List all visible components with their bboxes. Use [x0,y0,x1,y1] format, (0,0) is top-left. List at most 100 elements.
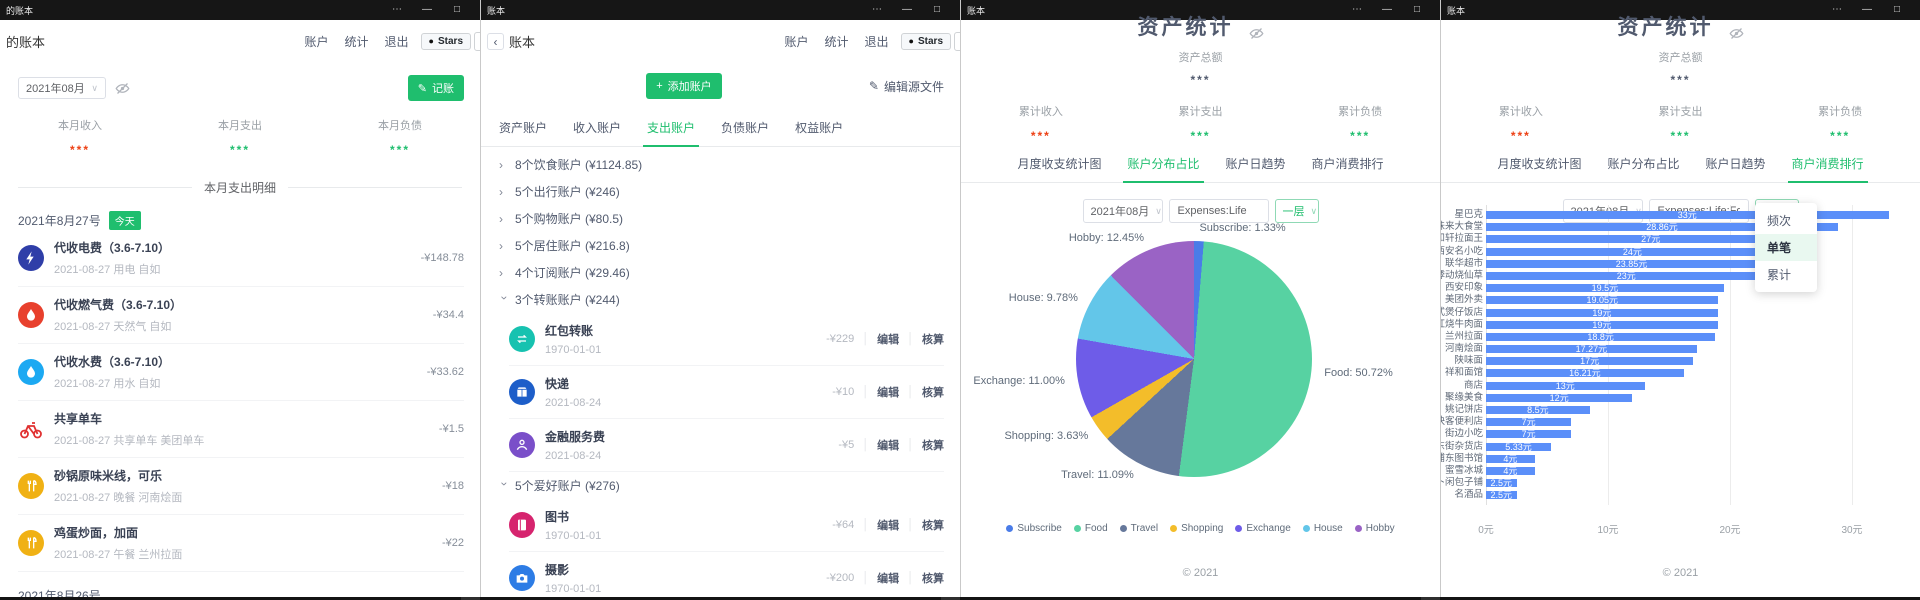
audit-link[interactable]: 核算 [922,520,944,532]
edit-source-link[interactable]: ✎ 编辑源文件 [869,78,944,95]
tab-account-distribution[interactable]: 账户分布占比 [1607,157,1680,171]
window-maximize-icon[interactable]: □ [933,4,941,15]
audit-link[interactable]: 核算 [922,334,944,346]
tab-monthly-chart[interactable]: 月度收支统计图 [1017,157,1102,171]
legend-item[interactable]: Exchange [1235,523,1291,534]
dropdown-option[interactable]: 单笔 [1755,234,1817,261]
record-button-label: 记账 [432,83,454,95]
window-minimize-icon[interactable]: — [1862,4,1872,15]
account-row[interactable]: 快递 2021-08-24 -¥10 │ 编辑 │ 核算 [509,366,944,419]
tab-asset-accounts[interactable]: 资产账户 [499,121,548,135]
edit-link[interactable]: 编辑 [877,520,900,532]
window-menu-icon[interactable]: ⋯ [1352,4,1362,15]
window-minimize-icon[interactable]: — [902,4,912,15]
month-select[interactable]: 2021年08月 ∨ [1082,199,1163,223]
tab-account-distribution[interactable]: 账户分布占比 [1123,155,1204,183]
window-minimize-icon[interactable]: — [1382,4,1392,15]
audit-link[interactable]: 核算 [922,387,944,399]
separator: │ [907,439,914,451]
copyright: © 2021 [1662,567,1699,579]
audit-link[interactable]: 核算 [922,573,944,585]
legend-item[interactable]: Shopping [1170,523,1223,534]
stat-value: *** [1510,129,1531,143]
transaction-row[interactable]: 代收电费（3.6-7.10） 2021-08-27 用电 自如 -¥148.78 [18,230,464,287]
account-group-row[interactable]: › 4个订阅账户 (¥29.46) [499,259,944,286]
tab-liability-accounts[interactable]: 负债账户 [721,121,770,135]
window-maximize-icon[interactable]: □ [1893,4,1901,15]
window-menu-icon[interactable]: ⋯ [872,4,882,15]
tab-merchant-ranking[interactable]: 商户消费排行 [1787,155,1868,183]
account-group-row[interactable]: › 3个转账账户 (¥244) [498,286,944,313]
window-menu-icon[interactable]: ⋯ [392,4,402,15]
account-row[interactable]: 图书 1970-01-01 -¥64 │ 编辑 │ 核算 [509,499,944,552]
level-select[interactable]: 一层 ∨ [1274,199,1319,223]
account-group-label: 5个出行账户 (¥246) [515,185,620,199]
account-row[interactable]: 红包转账 1970-01-01 -¥229 │ 编辑 │ 核算 [509,313,944,366]
window-maximize-icon[interactable]: □ [453,4,461,15]
transaction-row[interactable]: 鸡蛋炒面，加面 2021-08-27 午餐 兰州拉面 -¥22 [18,515,464,572]
window-stats-merchants: 账本 ⋯ — □ 资产统计 资产总额 *** 累计收入 *** 累计支出 [1440,0,1920,600]
tab-expense-accounts[interactable]: 支出账户 [643,119,700,147]
transaction-row[interactable]: 代收燃气费（3.6-7.10） 2021-08-27 天然气 自如 -¥34.4 [18,287,464,344]
nav-logout[interactable]: 退出 [384,35,409,49]
record-transaction-button[interactable]: ✎ 记账 [407,75,464,101]
legend-item[interactable]: House [1302,523,1343,534]
tab-equity-accounts[interactable]: 权益账户 [795,121,844,135]
stat-total-liability: 累计负债 *** [1280,103,1440,143]
account-row[interactable]: 金融服务费 2021-08-24 -¥5 │ 编辑 │ 核算 [509,419,944,472]
legend-item[interactable]: Subscribe [1006,523,1062,534]
pie-chart[interactable] [1076,241,1312,477]
account-group-row[interactable]: › 5个爱好账户 (¥276) [498,472,944,499]
tab-merchant-ranking[interactable]: 商户消费排行 [1311,157,1384,171]
account-group-row[interactable]: › 8个饮食账户 (¥1124.85) [499,151,944,178]
transaction-row[interactable]: 代收水费（3.6-7.10） 2021-08-27 用水 自如 -¥33.62 [18,344,464,401]
bar-row: 名酒品 2.5元 [1441,489,1920,501]
account-group-row[interactable]: › 5个购物账户 (¥80.5) [499,205,944,232]
dropdown-option[interactable]: 累计 [1767,268,1792,282]
transaction-row[interactable]: 共享单车 2021-08-27 共享单车 美团单车 -¥1.5 [18,401,464,458]
utensils-icon [18,530,44,556]
bar-row: 好味来大食堂 28.86元 [1441,221,1920,233]
github-stars-button[interactable]: ● Stars [900,33,951,50]
row-main: 砂锅原味米线，可乐 2021-08-27 晚餐 河南烩面 [54,467,182,505]
account-group-row[interactable]: › 5个居住账户 (¥216.8) [499,232,944,259]
bar-value-label: 23.85元 [1615,258,1648,269]
nav-statistics[interactable]: 统计 [344,35,369,49]
nav-accounts[interactable]: 账户 [304,35,329,49]
window-minimize-icon[interactable]: — [422,4,432,15]
legend-item[interactable]: Hobby [1354,523,1395,534]
edit-link[interactable]: 编辑 [877,440,900,452]
window-maximize-icon[interactable]: □ [1413,4,1421,15]
eye-off-icon[interactable] [115,81,130,96]
audit-link[interactable]: 核算 [922,440,944,452]
tab-monthly-chart[interactable]: 月度收支统计图 [1497,157,1582,171]
legend-item[interactable]: Food [1073,523,1108,534]
legend-item[interactable]: Travel [1119,523,1158,534]
add-account-button[interactable]: + 添加账户 [646,73,722,99]
row-main: 代收电费（3.6-7.10） 2021-08-27 用电 自如 [54,239,170,277]
month-select[interactable]: 2021年08月 ∨ [18,77,106,99]
account-row[interactable]: 摄影 1970-01-01 -¥200 │ 编辑 │ 核算 [509,552,944,600]
edit-link[interactable]: 编辑 [877,334,900,346]
account-group-row[interactable]: › 5个出行账户 (¥246) [499,178,944,205]
account-filter-input[interactable] [1168,199,1269,223]
dropdown-option[interactable]: 频次 [1767,214,1792,228]
eye-off-icon[interactable] [1729,26,1744,41]
row-actions: -¥10 │ 编辑 │ 核算 [832,384,944,400]
nav-logout[interactable]: 退出 [864,35,889,49]
back-button[interactable]: ‹ [487,33,504,50]
nav-accounts[interactable]: 账户 [784,35,809,49]
tab-daily-trend[interactable]: 账户日趋势 [1225,157,1286,171]
eye-off-icon[interactable] [1249,26,1264,41]
edit-link[interactable]: 编辑 [877,387,900,399]
transaction-row[interactable]: 砂锅原味米线，可乐 2021-08-27 晚餐 河南烩面 -¥18 [18,458,464,515]
edit-link[interactable]: 编辑 [877,573,900,585]
window-menu-icon[interactable]: ⋯ [1832,4,1842,15]
github-stars-button[interactable]: ● Stars [420,33,471,50]
tab-daily-trend[interactable]: 账户日趋势 [1705,157,1766,171]
bar-row: 陕味面 17元 [1441,355,1920,367]
nav-statistics[interactable]: 统计 [824,35,849,49]
x-axis-tick-label: 10元 [1597,525,1619,536]
tab-income-accounts[interactable]: 收入账户 [573,121,622,135]
